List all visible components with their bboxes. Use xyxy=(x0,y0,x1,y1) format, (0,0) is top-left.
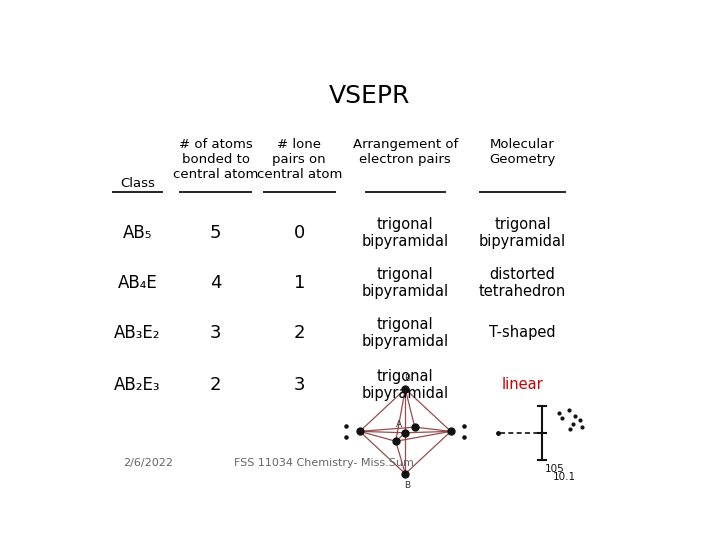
Text: B: B xyxy=(405,481,410,490)
Text: AB₃E₂: AB₃E₂ xyxy=(114,324,161,342)
Text: # of atoms
bonded to
central atom: # of atoms bonded to central atom xyxy=(173,138,258,180)
Text: Molecular
Geometry: Molecular Geometry xyxy=(490,138,556,166)
Text: trigonal
bipyramidal: trigonal bipyramidal xyxy=(479,217,566,249)
Text: 105: 105 xyxy=(545,464,564,474)
Text: trigonal
bipyramidal: trigonal bipyramidal xyxy=(361,369,449,401)
Text: B: B xyxy=(405,374,410,383)
Text: 0: 0 xyxy=(294,224,305,242)
Text: FSS 11034 Chemistry- Miss.Sum: FSS 11034 Chemistry- Miss.Sum xyxy=(235,458,414,468)
Text: T-shaped: T-shaped xyxy=(489,326,556,341)
Text: trigonal
bipyramidal: trigonal bipyramidal xyxy=(361,267,449,299)
Text: # lone
pairs on
central atom: # lone pairs on central atom xyxy=(256,138,342,180)
Text: Arrangement of
electron pairs: Arrangement of electron pairs xyxy=(353,138,458,166)
Text: 3: 3 xyxy=(210,324,221,342)
Text: Class: Class xyxy=(120,177,155,190)
Text: AB₂E₃: AB₂E₃ xyxy=(114,376,161,394)
Text: 1: 1 xyxy=(294,274,305,292)
Text: AB₅: AB₅ xyxy=(122,224,152,242)
Text: 4: 4 xyxy=(210,274,221,292)
Text: 2/6/2022: 2/6/2022 xyxy=(124,458,174,468)
Text: trigonal
bipyramidal: trigonal bipyramidal xyxy=(361,317,449,349)
Text: A: A xyxy=(395,421,402,429)
Text: distorted
tetrahedron: distorted tetrahedron xyxy=(479,267,566,299)
Text: 10.1: 10.1 xyxy=(553,472,576,482)
Text: AB₄E: AB₄E xyxy=(117,274,157,292)
Text: 2: 2 xyxy=(210,376,221,394)
Text: trigonal
bipyramidal: trigonal bipyramidal xyxy=(361,217,449,249)
Text: linear: linear xyxy=(502,377,544,393)
Text: VSEPR: VSEPR xyxy=(328,84,410,107)
Text: 5: 5 xyxy=(210,224,221,242)
Text: 2: 2 xyxy=(294,324,305,342)
Text: 3: 3 xyxy=(294,376,305,394)
